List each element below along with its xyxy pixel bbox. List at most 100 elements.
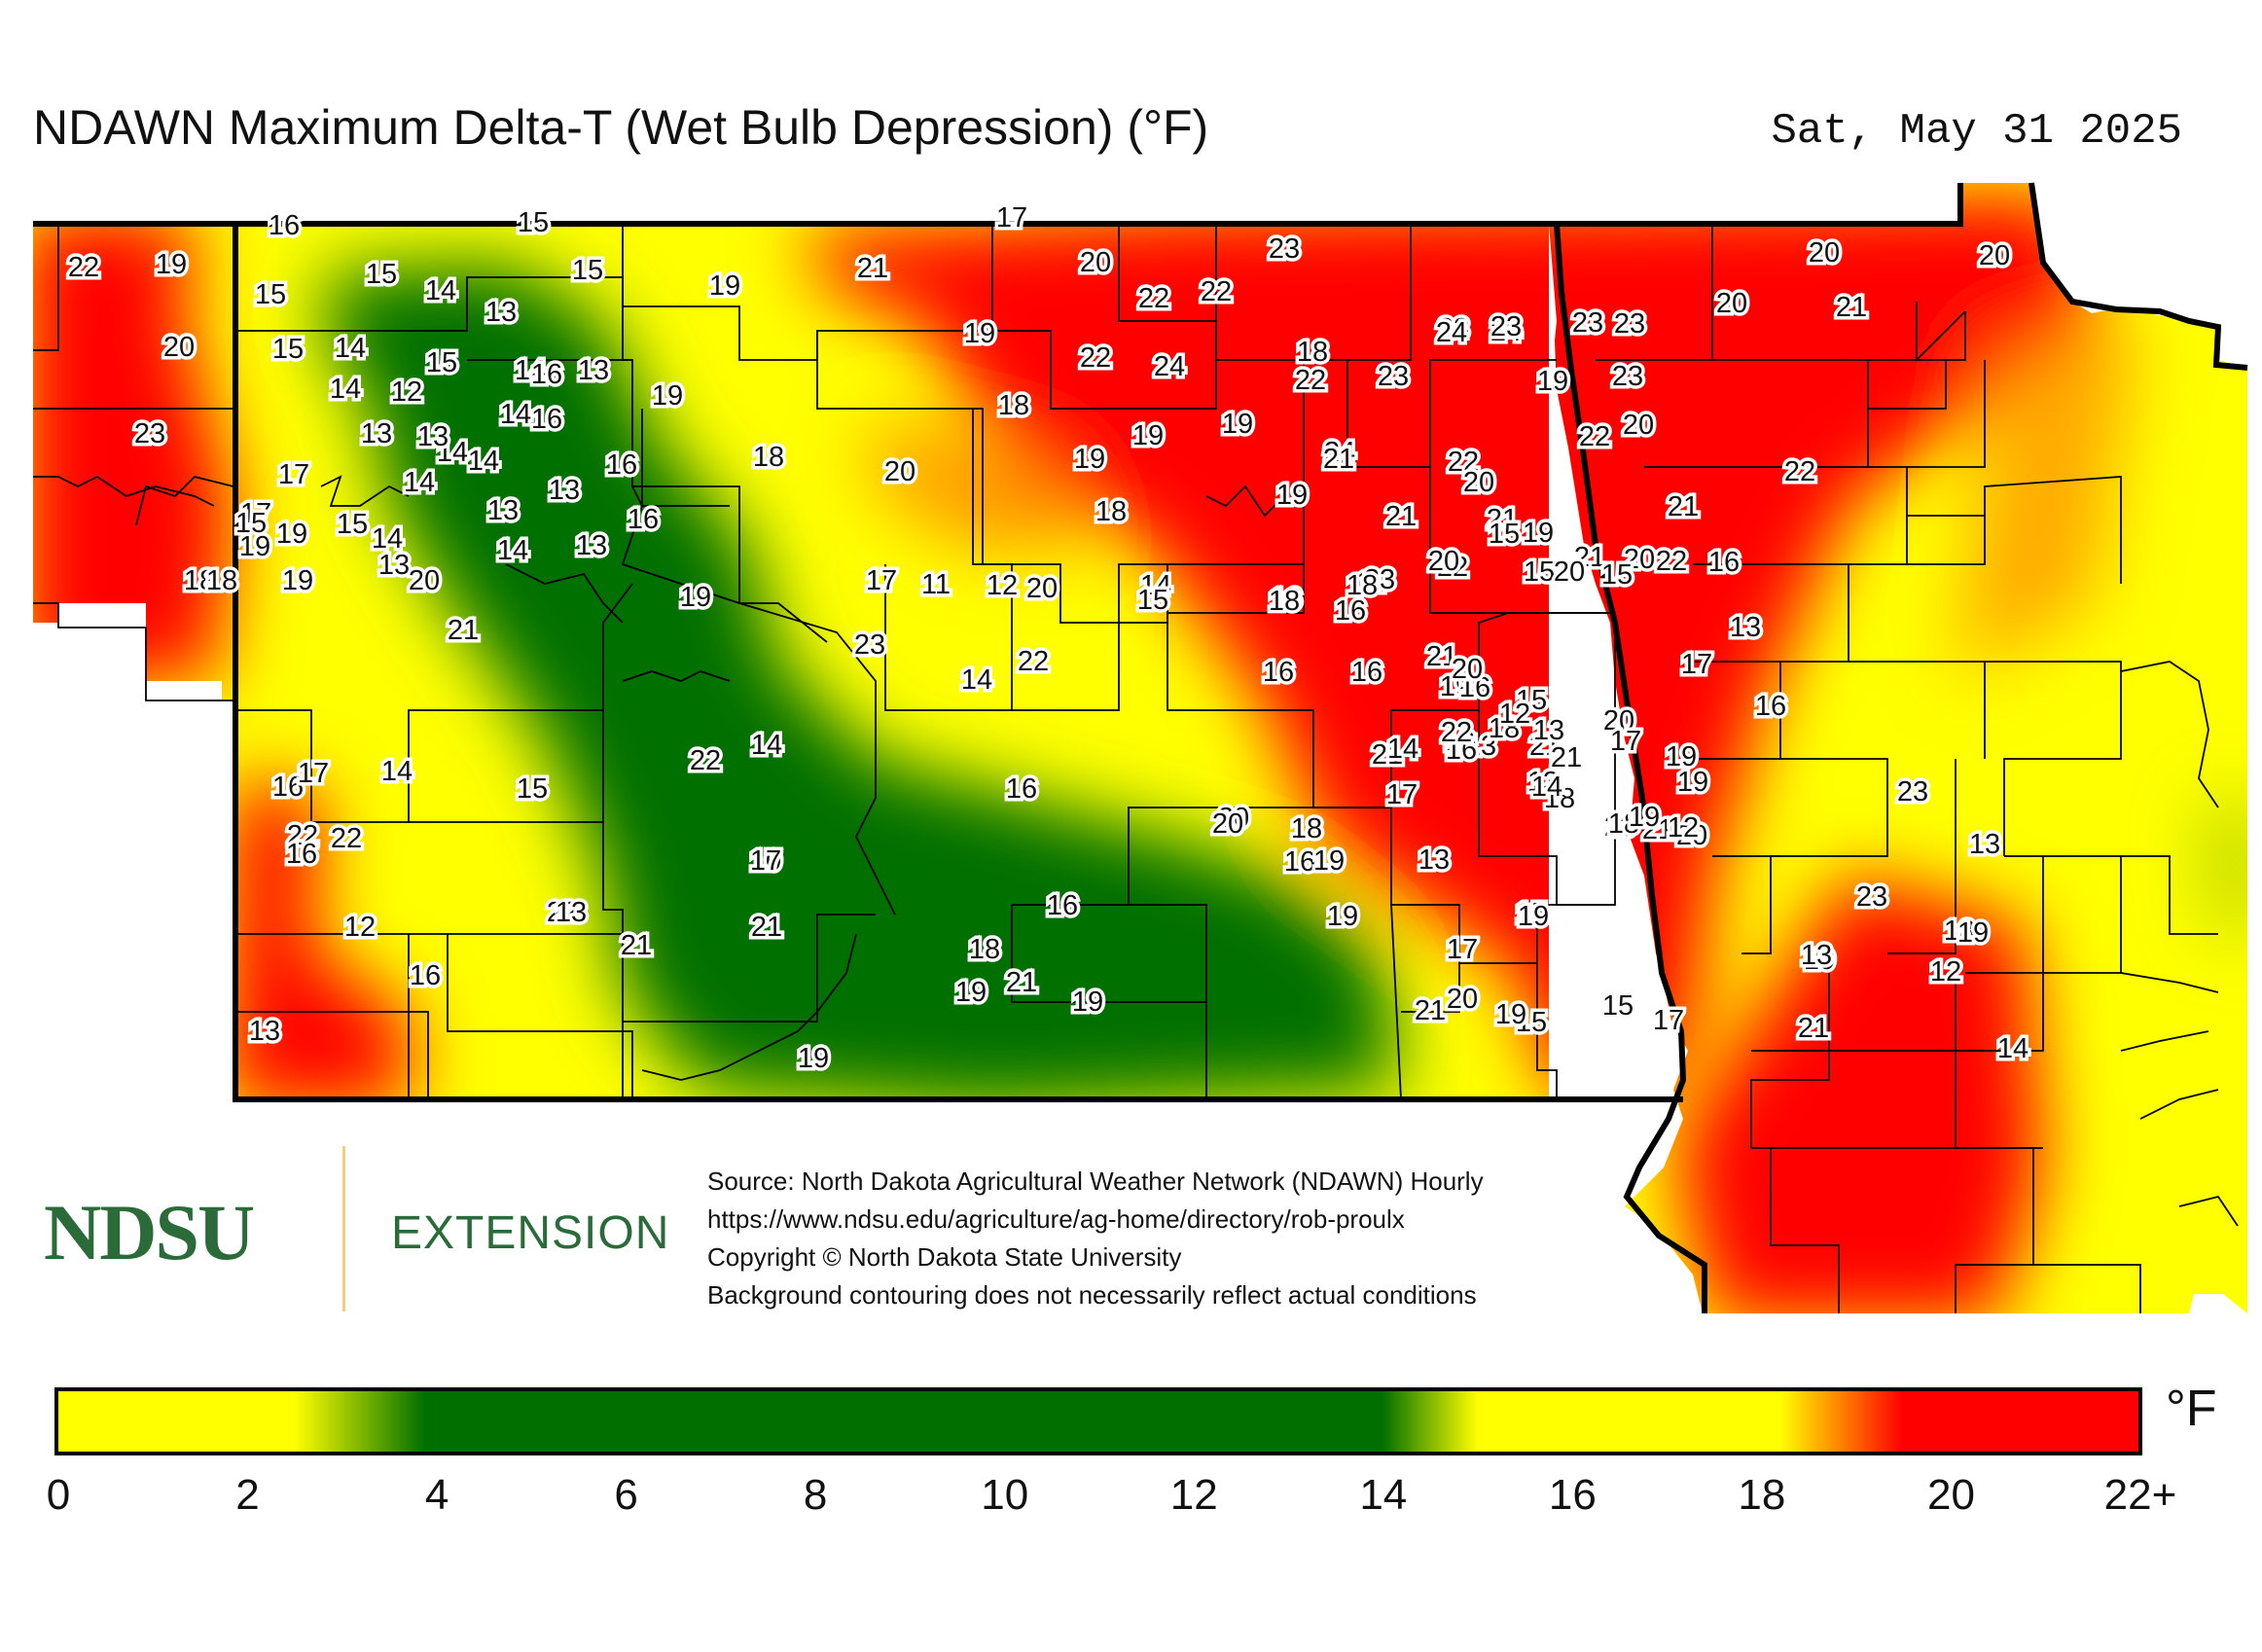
legend-unit: °F <box>2166 1381 2217 1437</box>
station-value-label: 16 <box>1351 657 1382 688</box>
station-value-label: 20 <box>1979 240 2010 271</box>
station-value-label: 21 <box>1574 542 1605 573</box>
station-value-label: 18 <box>969 934 1000 965</box>
station-value-label: 13 <box>485 297 517 328</box>
station-value-label: 20 <box>1026 573 1058 604</box>
station-value-label: 22 <box>547 897 578 928</box>
station-value-label: 22 <box>287 820 318 851</box>
station-value-label: 23 <box>1897 776 1928 808</box>
county-lines <box>33 224 2239 1313</box>
station-value-label: 23 <box>1614 308 1645 340</box>
station-value-label: 16 <box>1459 672 1490 703</box>
station-value-label: 16 <box>272 772 304 803</box>
station-value-label: 18 <box>1544 783 1575 814</box>
station-value-label: 20 <box>1447 984 1478 1015</box>
station-value-label: 13 <box>487 495 519 526</box>
station-value-label: 21 <box>1426 641 1457 672</box>
station-value-label: 13 <box>1527 767 1559 798</box>
extension-wordmark: EXTENSION <box>391 1207 670 1259</box>
station-value-label: 23 <box>1364 564 1395 595</box>
station-value-label: 10 <box>750 845 781 877</box>
station-value-label: 19 <box>709 270 740 302</box>
station-value-label: 20 <box>1212 808 1243 840</box>
station-value-label: 21 <box>1415 995 1446 1026</box>
station-value-label: 16 <box>1755 691 1786 722</box>
station-value-label: 18 <box>1095 496 1127 527</box>
station-value-label: 15 <box>1601 559 1633 591</box>
station-value-label: 14 <box>468 446 499 477</box>
station-value-label: 24 <box>1324 437 1355 468</box>
station-value-label: 15 <box>572 255 603 286</box>
station-value-label: 22 <box>690 745 721 776</box>
station-value-label: 14 <box>497 535 528 566</box>
station-value-label: 24 <box>1154 351 1185 382</box>
station-value-label: 12 <box>391 377 422 408</box>
station-value-label: 16 <box>410 960 441 991</box>
station-value-label: 21 <box>857 253 888 284</box>
station-value-label: 19 <box>1666 741 1697 772</box>
station-value-label: 17 <box>750 845 781 877</box>
station-value-label: 14 <box>1531 772 1562 803</box>
legend-tick-label: 12 <box>1169 1471 1218 1519</box>
legend-colorbar <box>54 1387 2142 1455</box>
station-value-label: 16 <box>1271 584 1302 615</box>
station-value-label: 20 <box>1809 237 1840 269</box>
station-value-label: 20 <box>1623 410 1654 441</box>
station-value-label: 21 <box>1487 504 1518 535</box>
station-value-label: 18 <box>998 390 1029 421</box>
station-value-label: 13 <box>1533 715 1564 746</box>
station-value-label: 14 <box>500 399 531 430</box>
station-value-label: 16 <box>269 210 300 241</box>
station-value-label: 14 <box>1356 567 1387 598</box>
station-value-label: 21 <box>1836 292 1867 323</box>
station-value-label: 18 <box>1346 570 1378 601</box>
station-value-label: 23 <box>1604 811 1635 843</box>
source-line: Source: North Dakota Agricultural Weathe… <box>707 1167 1484 1196</box>
station-value-label: 17 <box>1610 726 1641 757</box>
map-title: NDAWN Maximum Delta-T (Wet Bulb Depressi… <box>33 100 1209 155</box>
station-value-label: 12 <box>1668 812 1699 844</box>
station-value-label: 22 <box>1018 646 1049 677</box>
station-value-label: 21 <box>1385 501 1417 532</box>
station-value-label: 15 <box>1516 898 1547 929</box>
station-value-label: 13 <box>361 418 392 449</box>
station-value-label: 13 <box>378 550 410 581</box>
station-value-label: 15 <box>426 347 457 378</box>
station-value-label: 20 <box>1716 288 1747 319</box>
station-value-label: 22 <box>1579 421 1610 452</box>
station-value-label: 23 <box>1378 361 1409 392</box>
station-value-label: 18 <box>1291 813 1322 844</box>
station-value-label: 23 <box>134 418 165 449</box>
station-value-label: 13 <box>549 475 580 506</box>
station-value-label: 23 <box>1490 311 1522 342</box>
station-value-label: 14 <box>1387 734 1418 765</box>
station-value-label: 14 <box>381 756 413 787</box>
station-value-label: 22 <box>1656 546 1687 577</box>
station-value-label: 23 <box>1856 881 1887 913</box>
station-value-label: 15 <box>255 279 286 310</box>
station-value-label: 18 <box>1489 713 1520 744</box>
station-value-label: 15 <box>1489 519 1520 550</box>
source-notes: Source: North Dakota Agricultural Weathe… <box>707 1163 1484 1314</box>
station-value-label: 15 <box>1602 990 1634 1022</box>
station-value-label: 22 <box>1295 365 1326 396</box>
station-value-label: 13 <box>1801 940 1832 971</box>
station-value-label: 22 <box>1201 276 1232 307</box>
station-value-label: 21 <box>1551 742 1582 773</box>
station-value-label: 17 <box>996 202 1027 233</box>
station-value-label: 14 <box>425 275 456 306</box>
station-value-label: 13 <box>576 530 607 561</box>
station-value-label: 19 <box>1495 999 1526 1030</box>
station-value-label: 15 <box>1516 685 1547 716</box>
station-value-label: 20 <box>1624 544 1655 575</box>
station-value-label: 19 <box>1537 366 1568 397</box>
station-value-label: 11 <box>921 569 951 600</box>
station-value-label: 13 <box>578 355 609 386</box>
station-value-label: 18 <box>1297 337 1328 368</box>
map-date: Sat, May 31 2025 <box>1771 107 2182 156</box>
station-value-label: 21 <box>1529 731 1561 762</box>
station-value-label: 19 <box>1523 518 1554 549</box>
station-value-label: 16 <box>606 449 637 481</box>
station-value-label: 21 <box>1323 444 1354 475</box>
